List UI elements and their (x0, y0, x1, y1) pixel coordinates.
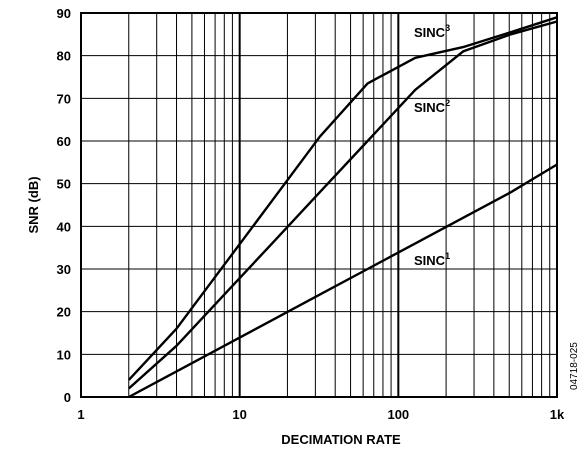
y-tick-label: 40 (57, 219, 71, 234)
x-axis-title: DECIMATION RATE (281, 432, 401, 447)
tick-labels: 0 10 20 30 40 50 60 70 80 90 1 10 100 1k (57, 6, 565, 422)
y-tick-label: 80 (57, 49, 71, 64)
x-tick-label: 10 (232, 407, 246, 422)
y-tick-label: 90 (57, 6, 71, 21)
y-tick-label: 70 (57, 91, 71, 106)
y-tick-label: 10 (57, 347, 71, 362)
x-tick-label: 1k (550, 407, 565, 422)
y-tick-label: 50 (57, 177, 71, 192)
series-line-sinc1 (128, 163, 558, 399)
y-tick-label: 30 (57, 262, 71, 277)
series-lines (127, 16, 558, 399)
y-tick-label: 20 (57, 305, 71, 320)
y-tick-label: 60 (57, 134, 71, 149)
series-label-sinc2: SINC2 (414, 98, 450, 115)
plot-frame (80, 12, 558, 398)
series-label-sinc3: SINC3 (414, 23, 450, 40)
x-tick-label: 100 (387, 407, 409, 422)
series-line-sinc2 (127, 20, 558, 390)
y-axis-title: SNR (dB) (26, 176, 41, 233)
series-line-sinc3 (127, 16, 558, 381)
y-tick-label: 0 (64, 390, 71, 405)
series-label-sinc1: SINC1 (414, 251, 450, 268)
x-tick-label: 1 (77, 407, 84, 422)
figure-id: 04718-025 (569, 342, 580, 390)
